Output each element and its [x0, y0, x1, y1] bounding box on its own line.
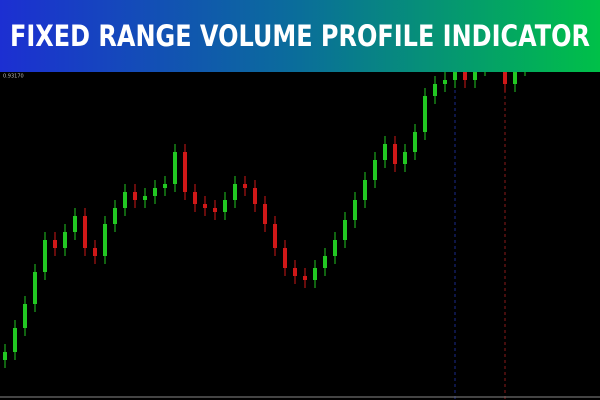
candle-body [83, 216, 87, 248]
candle-body [283, 248, 287, 268]
candle-body [73, 216, 77, 232]
candle-body [253, 188, 257, 204]
title-banner [0, 0, 600, 72]
chart-title: FIXED RANGE VOLUME PROFILE INDICATOR [10, 19, 590, 53]
candle-body [303, 276, 307, 280]
candle-body [323, 256, 327, 268]
candle-body [313, 268, 317, 280]
candle-body [173, 152, 177, 184]
candle-body [353, 200, 357, 220]
candle-body [413, 132, 417, 152]
candle-body [433, 84, 437, 96]
candle-body [63, 232, 67, 248]
candle-body [393, 144, 397, 164]
candle-body [113, 208, 117, 224]
candle-body [133, 192, 137, 200]
candle-body [223, 200, 227, 212]
candle-body [443, 80, 447, 84]
candle-body [213, 208, 217, 212]
price-label: 0.93170 [3, 74, 24, 80]
candle-body [513, 68, 517, 84]
candle-body [153, 188, 157, 196]
candle-body [53, 240, 57, 248]
candle-body [243, 184, 247, 188]
candle-body [473, 68, 477, 80]
candle-body [453, 72, 457, 80]
candle-body [293, 268, 297, 276]
candle-body [363, 180, 367, 200]
candle-body [183, 152, 187, 192]
candle-body [93, 248, 97, 256]
candle-body [463, 72, 467, 80]
candle-body [233, 184, 237, 200]
candle-body [373, 160, 377, 180]
candle-body [333, 240, 337, 256]
candle-body [403, 152, 407, 164]
candle-body [123, 192, 127, 208]
candle-body [423, 96, 427, 132]
candle-body [143, 196, 147, 200]
candle-body [203, 204, 207, 208]
candle-body [33, 272, 37, 304]
candle-body [273, 224, 277, 248]
candle-body [193, 192, 197, 204]
candle-body [103, 224, 107, 256]
candle-body [43, 240, 47, 272]
candle-body [383, 144, 387, 160]
candle-body [343, 220, 347, 240]
candle-body [263, 204, 267, 224]
candle-body [23, 304, 27, 328]
candle-body [163, 184, 167, 188]
candle-body [3, 352, 7, 360]
candle-body [13, 328, 17, 352]
